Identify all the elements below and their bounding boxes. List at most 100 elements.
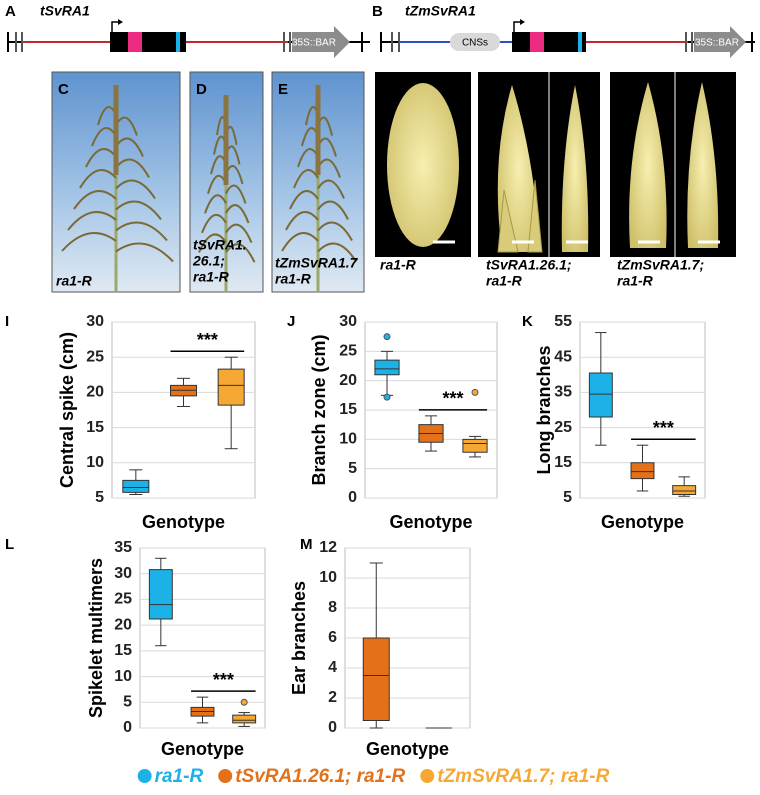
panel-letter: G bbox=[486, 81, 498, 98]
branch bbox=[285, 211, 319, 231]
box bbox=[588, 372, 613, 418]
box bbox=[232, 714, 257, 724]
photo-label: ra1-R bbox=[193, 269, 230, 285]
y-tick-label: 5 bbox=[95, 489, 104, 506]
photo-label: ra1-R bbox=[275, 271, 312, 287]
branch bbox=[115, 200, 162, 221]
branch bbox=[293, 169, 319, 189]
y-axis-label: Long branches bbox=[534, 345, 554, 474]
branch bbox=[317, 200, 349, 220]
branch bbox=[317, 242, 357, 263]
branch bbox=[73, 190, 117, 210]
x-axis-label: Genotype bbox=[389, 512, 472, 532]
y-tick-label: 15 bbox=[114, 642, 132, 659]
branch bbox=[317, 179, 345, 199]
y-tick-label: 6 bbox=[328, 629, 337, 646]
y-tick-label: 35 bbox=[114, 539, 132, 556]
legend: ra1-R tSvRA1.26.1; ra1-R tZmSvRA1.7; ra1-R bbox=[137, 766, 610, 787]
y-tick-label: 25 bbox=[86, 348, 104, 365]
legend-label: tSvRA1.26.1; ra1-R bbox=[235, 766, 405, 787]
panel-letter: B bbox=[372, 3, 383, 20]
construct-title: tSvRA1 bbox=[40, 3, 90, 19]
box bbox=[374, 359, 400, 376]
legend-dot bbox=[420, 769, 435, 783]
box bbox=[148, 569, 173, 620]
y-tick-label: 55 bbox=[554, 313, 572, 330]
chart: 0 5 10 15 20 25 30 Branch zone (cm) Genotype *** bbox=[309, 313, 498, 532]
y-tick-label: 20 bbox=[86, 384, 104, 401]
construct-title: tZmSvRA1 bbox=[405, 3, 476, 19]
panel-letter: K bbox=[522, 313, 533, 330]
box bbox=[630, 462, 655, 480]
y-tick-label: 0 bbox=[123, 719, 132, 736]
construct-marker: 35S::BAR bbox=[695, 38, 739, 49]
legend-dot bbox=[218, 769, 233, 783]
y-tick-label: 10 bbox=[319, 569, 337, 586]
significance-label: *** bbox=[442, 389, 463, 409]
outlier bbox=[383, 333, 391, 341]
panel-letter: A bbox=[5, 3, 16, 20]
photo-label: ra1-R bbox=[486, 273, 523, 289]
y-tick-label: 15 bbox=[339, 401, 357, 418]
panel-letter: F bbox=[383, 81, 392, 98]
panel-letter: M bbox=[300, 536, 313, 553]
branch bbox=[198, 233, 227, 253]
y-tick-label: 10 bbox=[114, 668, 132, 685]
y-tick-label: 30 bbox=[114, 565, 132, 582]
branch bbox=[115, 242, 174, 263]
branch bbox=[225, 223, 253, 244]
x-axis-label: Genotype bbox=[161, 739, 244, 759]
branch bbox=[85, 148, 117, 168]
outlier bbox=[240, 698, 248, 706]
y-tick-label: 30 bbox=[86, 313, 104, 330]
y-tick-label: 0 bbox=[348, 489, 357, 506]
legend-label: ra1-R bbox=[155, 766, 204, 787]
significance-label: *** bbox=[213, 670, 234, 690]
y-axis-label: Ear branches bbox=[289, 581, 309, 695]
branch bbox=[281, 232, 319, 252]
panel-letter: C bbox=[58, 81, 69, 98]
panel-letter: E bbox=[278, 81, 288, 98]
photo-label: tSvRA1. bbox=[193, 237, 247, 253]
branch bbox=[201, 213, 227, 234]
x-axis-label: Genotype bbox=[142, 512, 225, 532]
branch bbox=[204, 194, 227, 214]
branch bbox=[225, 204, 250, 224]
branch bbox=[61, 232, 117, 252]
y-tick-label: 5 bbox=[123, 694, 132, 711]
photo-label: ra1-R bbox=[380, 257, 417, 273]
branch bbox=[317, 221, 353, 241]
y-tick-label: 45 bbox=[554, 348, 572, 365]
photo-label: 26.1; bbox=[192, 253, 225, 269]
outlier bbox=[383, 393, 391, 401]
photo-label: ra1-R bbox=[617, 273, 654, 289]
chart: 0 5 10 15 20 25 30 35 Spikelet multimers Genotype… bbox=[86, 539, 266, 759]
y-tick-label: 30 bbox=[339, 313, 357, 330]
y-tick-label: 12 bbox=[319, 539, 337, 556]
photo-label: ra1-R bbox=[56, 273, 93, 289]
y-tick-label: 35 bbox=[554, 384, 572, 401]
significance-label: *** bbox=[197, 330, 218, 350]
plot-area bbox=[111, 321, 256, 499]
construct-marker: 35S::BAR bbox=[292, 38, 336, 49]
y-tick-label: 20 bbox=[114, 616, 132, 633]
branch bbox=[115, 158, 150, 178]
y-axis-label: Branch zone (cm) bbox=[309, 334, 329, 485]
y-tick-label: 25 bbox=[554, 419, 572, 436]
branch bbox=[225, 243, 256, 263]
y-tick-label: 15 bbox=[86, 419, 104, 436]
y-tick-label: 10 bbox=[86, 454, 104, 471]
y-tick-label: 20 bbox=[339, 372, 357, 389]
y-axis-label: Spikelet multimers bbox=[86, 558, 106, 718]
box bbox=[122, 479, 150, 493]
branch bbox=[79, 169, 117, 189]
construct-a bbox=[7, 19, 370, 58]
branch bbox=[225, 184, 247, 204]
box bbox=[462, 438, 488, 453]
legend-label: tZmSvRA1.7; ra1-R bbox=[437, 766, 609, 787]
significance-label: *** bbox=[653, 418, 674, 438]
x-axis-label: Genotype bbox=[366, 739, 449, 759]
y-axis-label: Central spike (cm) bbox=[57, 332, 77, 488]
branch bbox=[289, 190, 319, 210]
